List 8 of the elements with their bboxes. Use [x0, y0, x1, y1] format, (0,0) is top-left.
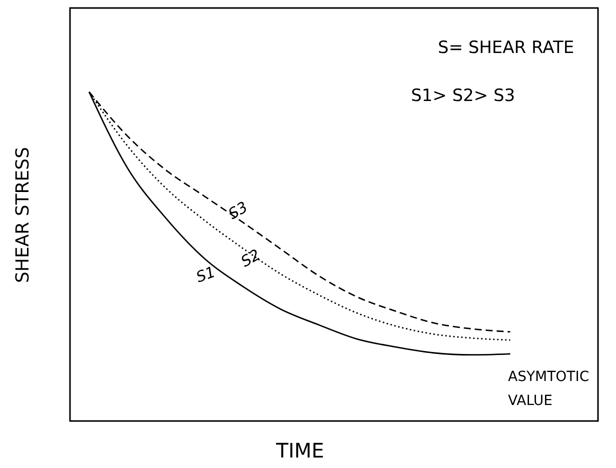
annotation: S1> S2> S3: [410, 86, 516, 106]
annotation: ASYMTOTIC VALUE: [508, 369, 590, 409]
text: S2: [238, 246, 264, 271]
y-axis-title: SHEAR STRESS: [12, 146, 34, 284]
x-axis-title: TIME: [275, 438, 324, 462]
text: S= SHEAR RATE: [438, 38, 574, 58]
text: S3: [225, 198, 251, 224]
text: S1: [194, 262, 218, 286]
